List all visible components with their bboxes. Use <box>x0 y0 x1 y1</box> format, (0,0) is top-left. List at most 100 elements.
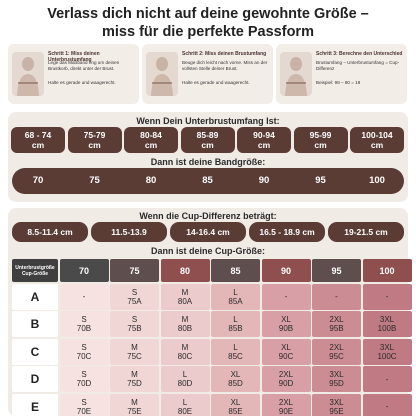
size-label: 2XL <box>329 315 344 324</box>
size-cell: M 80A <box>160 283 210 310</box>
section-heading: Dann ist deine Bandgröße: <box>150 157 266 167</box>
size-code: 70C <box>76 351 92 361</box>
band-size: 70 <box>32 175 44 186</box>
size-code: 90E <box>278 406 294 416</box>
size-cell: S 70E <box>59 393 109 416</box>
column-header: 80 <box>160 259 210 282</box>
size-label: XL <box>281 342 291 352</box>
range-text: cm <box>370 140 384 150</box>
size-code: 85C <box>228 351 243 361</box>
band-bar <box>12 168 404 194</box>
size-cell: 3XL 100C <box>362 338 412 365</box>
size-code: 80C <box>177 351 193 361</box>
section-heading: Wenn Dein Unterbrustumfang Ist: <box>136 116 280 126</box>
band-size: 80 <box>145 175 157 186</box>
range-text: cm <box>144 140 158 150</box>
column-header: 85 <box>211 259 260 282</box>
corner-text: Cup-Größe <box>21 270 49 277</box>
size-code: 90D <box>278 379 294 388</box>
section-heading: Wenn die Cup-Differenz beträgt: <box>139 211 277 221</box>
range-pill: 80-84 cm <box>124 127 178 153</box>
size-label: 2XL <box>329 342 344 352</box>
section-heading: Dann ist deine Cup-Größe: <box>150 246 265 256</box>
size-label: S <box>81 342 87 352</box>
cup-letter: A <box>12 283 58 310</box>
cup-letter: E <box>12 393 58 416</box>
range-text: cm <box>88 140 101 150</box>
size-label: M <box>131 370 138 379</box>
column-header: 90 <box>261 259 311 282</box>
size-code: 95B <box>329 324 344 333</box>
size-code: 95C <box>329 351 344 361</box>
step-text: Brustumfang – Unterbrustumfang = Cup-Dif… <box>316 60 400 71</box>
size-cell: S 75A <box>110 283 159 310</box>
size-label: L <box>182 370 188 379</box>
size-cell: L 85B <box>211 311 260 337</box>
size-cell: M 75E <box>110 393 159 416</box>
cup-letter: C <box>12 338 58 365</box>
size-label: S <box>81 397 87 407</box>
step-text: Lege das Maßband eng um deinen Brustkorb… <box>48 60 120 71</box>
corner-cell: Unterbrustgröße Cup-Größe <box>12 259 58 282</box>
range-pill: 95-99 cm <box>293 127 348 153</box>
size-cell: - <box>362 283 412 310</box>
title: Verlass dich nicht auf deine gewohnte Gr… <box>47 6 369 22</box>
figure <box>17 57 39 96</box>
size-label: 2XL <box>278 370 294 379</box>
size-cell: - <box>362 393 412 416</box>
size-cell: 3XL 95E <box>312 393 361 416</box>
difference-pill: 19-21.5 cm <box>328 222 404 242</box>
size-label: M <box>131 397 138 407</box>
range-pill: 100-104 cm <box>350 127 404 153</box>
cup-letter: D <box>12 366 58 392</box>
size-label: 3XL <box>379 315 395 324</box>
size-cell: - <box>261 283 311 310</box>
step-title: Schritt 2: Miss deinen Brustumfang <box>182 51 267 57</box>
size-label: 2XL <box>278 397 294 407</box>
size-label: XL <box>281 315 291 324</box>
size-cell: XL 85D <box>211 366 260 392</box>
size-cell: 3XL 95D <box>312 366 361 392</box>
size-label: L <box>182 397 188 407</box>
size-cell: L 85C <box>211 338 260 365</box>
size-code: 100C <box>377 351 397 361</box>
step-title: Schritt 3: Berechne den Unterschied <box>316 51 403 57</box>
size-cell: M 80B <box>160 311 210 337</box>
size-label: 3XL <box>329 397 344 407</box>
size-code: 95E <box>329 406 344 416</box>
size-code: 70D <box>76 379 92 388</box>
size-cell: - <box>312 283 361 310</box>
column-header: 75 <box>110 259 159 282</box>
size-cell: - <box>59 283 109 310</box>
band-size: 95 <box>315 175 326 186</box>
size-cell: S 75B <box>110 311 159 337</box>
figure <box>285 57 307 96</box>
step-text: Beuge dich leicht nach vorne. Miss an de… <box>182 60 268 71</box>
size-code: 85A <box>228 296 243 306</box>
step-text: Beispiel: 98 – 80 = 18 <box>316 80 361 85</box>
step-title: Schritt 1: Miss deinen Unterbrustumfang <box>48 51 100 63</box>
range-text: 68 - 74 <box>24 130 52 140</box>
size-cell: 2XL 90E <box>261 393 311 416</box>
size-code: 80B <box>177 324 193 333</box>
size-code: 80D <box>177 379 193 388</box>
size-cell: XL 90B <box>261 311 311 337</box>
step-text: Halte es gerade und waagerecht. <box>48 80 116 85</box>
size-cell: 2XL 95B <box>312 311 361 337</box>
band-size: 100 <box>369 175 385 186</box>
size-code: 85E <box>228 406 243 416</box>
band-size: 75 <box>89 175 100 186</box>
range-pill: 85-89 cm <box>180 127 235 153</box>
size-cell: S 70D <box>59 366 109 392</box>
size-label: M <box>181 287 189 297</box>
range-text: 85-89 <box>196 130 219 140</box>
range-text: 90-94 <box>253 130 275 140</box>
difference-pill: 14-16.4 cm <box>170 222 246 242</box>
size-label: M <box>131 342 138 352</box>
size-label: M <box>181 315 189 324</box>
size-label: 3XL <box>329 370 344 379</box>
cup-letter: B <box>12 311 58 337</box>
size-code: 75A <box>127 296 142 306</box>
size-code: 85B <box>228 324 243 333</box>
size-cell: M 75C <box>110 338 159 365</box>
